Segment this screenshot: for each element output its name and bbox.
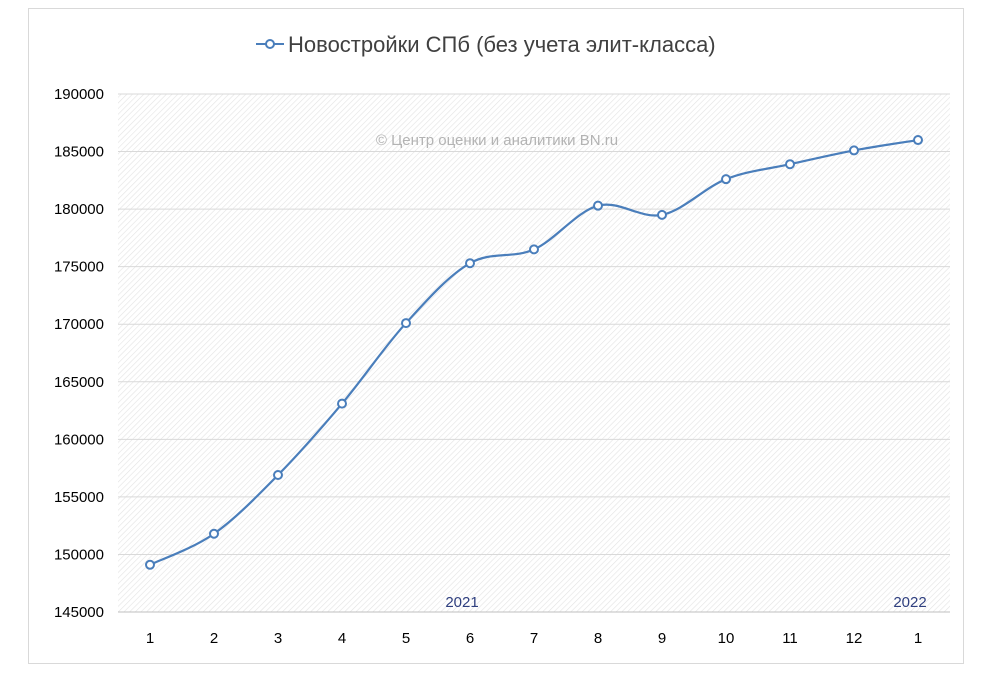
- y-tick-label: 175000: [54, 259, 104, 276]
- chart-title: Новостройки СПб (без учета элит-класса): [288, 32, 716, 57]
- data-series: [145, 135, 923, 570]
- data-point: [337, 398, 347, 409]
- y-axis-tick-labels: 145000 150000 155000 160000 165000 170000 1750…: [54, 86, 104, 621]
- plot-area: [118, 94, 950, 612]
- x-tick-label: 1: [914, 630, 922, 647]
- y-tick-label: 190000: [54, 86, 104, 103]
- x-tick-label: 2: [210, 630, 218, 647]
- y-tick-label: 145000: [54, 604, 104, 621]
- year-labels: 2021 2022: [445, 594, 926, 611]
- data-point: [209, 528, 219, 539]
- x-tick-label: 4: [338, 630, 346, 647]
- year-label: 2021: [445, 594, 478, 611]
- data-point: [721, 174, 731, 185]
- x-tick-label: 6: [466, 630, 474, 647]
- x-tick-label: 7: [530, 630, 538, 647]
- legend: Новостройки СПб (без учета элит-класса): [256, 32, 716, 57]
- data-point: [401, 318, 411, 329]
- x-tick-label: 12: [846, 630, 863, 647]
- data-point: [913, 135, 923, 146]
- x-tick-label: 10: [718, 630, 735, 647]
- y-tick-label: 155000: [54, 489, 104, 506]
- x-tick-label: 9: [658, 630, 666, 647]
- x-tick-label: 1: [146, 630, 154, 647]
- x-tick-label: 11: [782, 630, 798, 647]
- data-point: [145, 559, 155, 570]
- x-tick-label: 5: [402, 630, 410, 647]
- data-point: [657, 209, 667, 220]
- x-tick-label: 8: [594, 630, 602, 647]
- y-tick-label: 160000: [54, 431, 104, 448]
- watermark-text: © Центр оценки и аналитики BN.ru: [376, 132, 618, 149]
- y-tick-label: 165000: [54, 374, 104, 391]
- y-tick-label: 185000: [54, 144, 104, 161]
- data-point: [529, 244, 539, 255]
- x-tick-label: 3: [274, 630, 282, 647]
- y-tick-label: 180000: [54, 201, 104, 218]
- data-point: [273, 470, 283, 481]
- data-point: [465, 258, 475, 269]
- data-point: [785, 159, 795, 170]
- data-point: [593, 200, 603, 211]
- legend-point-marker: [265, 39, 275, 49]
- data-point: [849, 145, 859, 156]
- gridlines: [118, 93, 950, 613]
- y-tick-label: 150000: [54, 546, 104, 563]
- y-tick-label: 170000: [54, 316, 104, 333]
- x-axis-tick-labels: 1 2 3 4 5 6 7 8 9 10 11 12 1: [146, 630, 922, 647]
- year-label: 2022: [893, 594, 926, 611]
